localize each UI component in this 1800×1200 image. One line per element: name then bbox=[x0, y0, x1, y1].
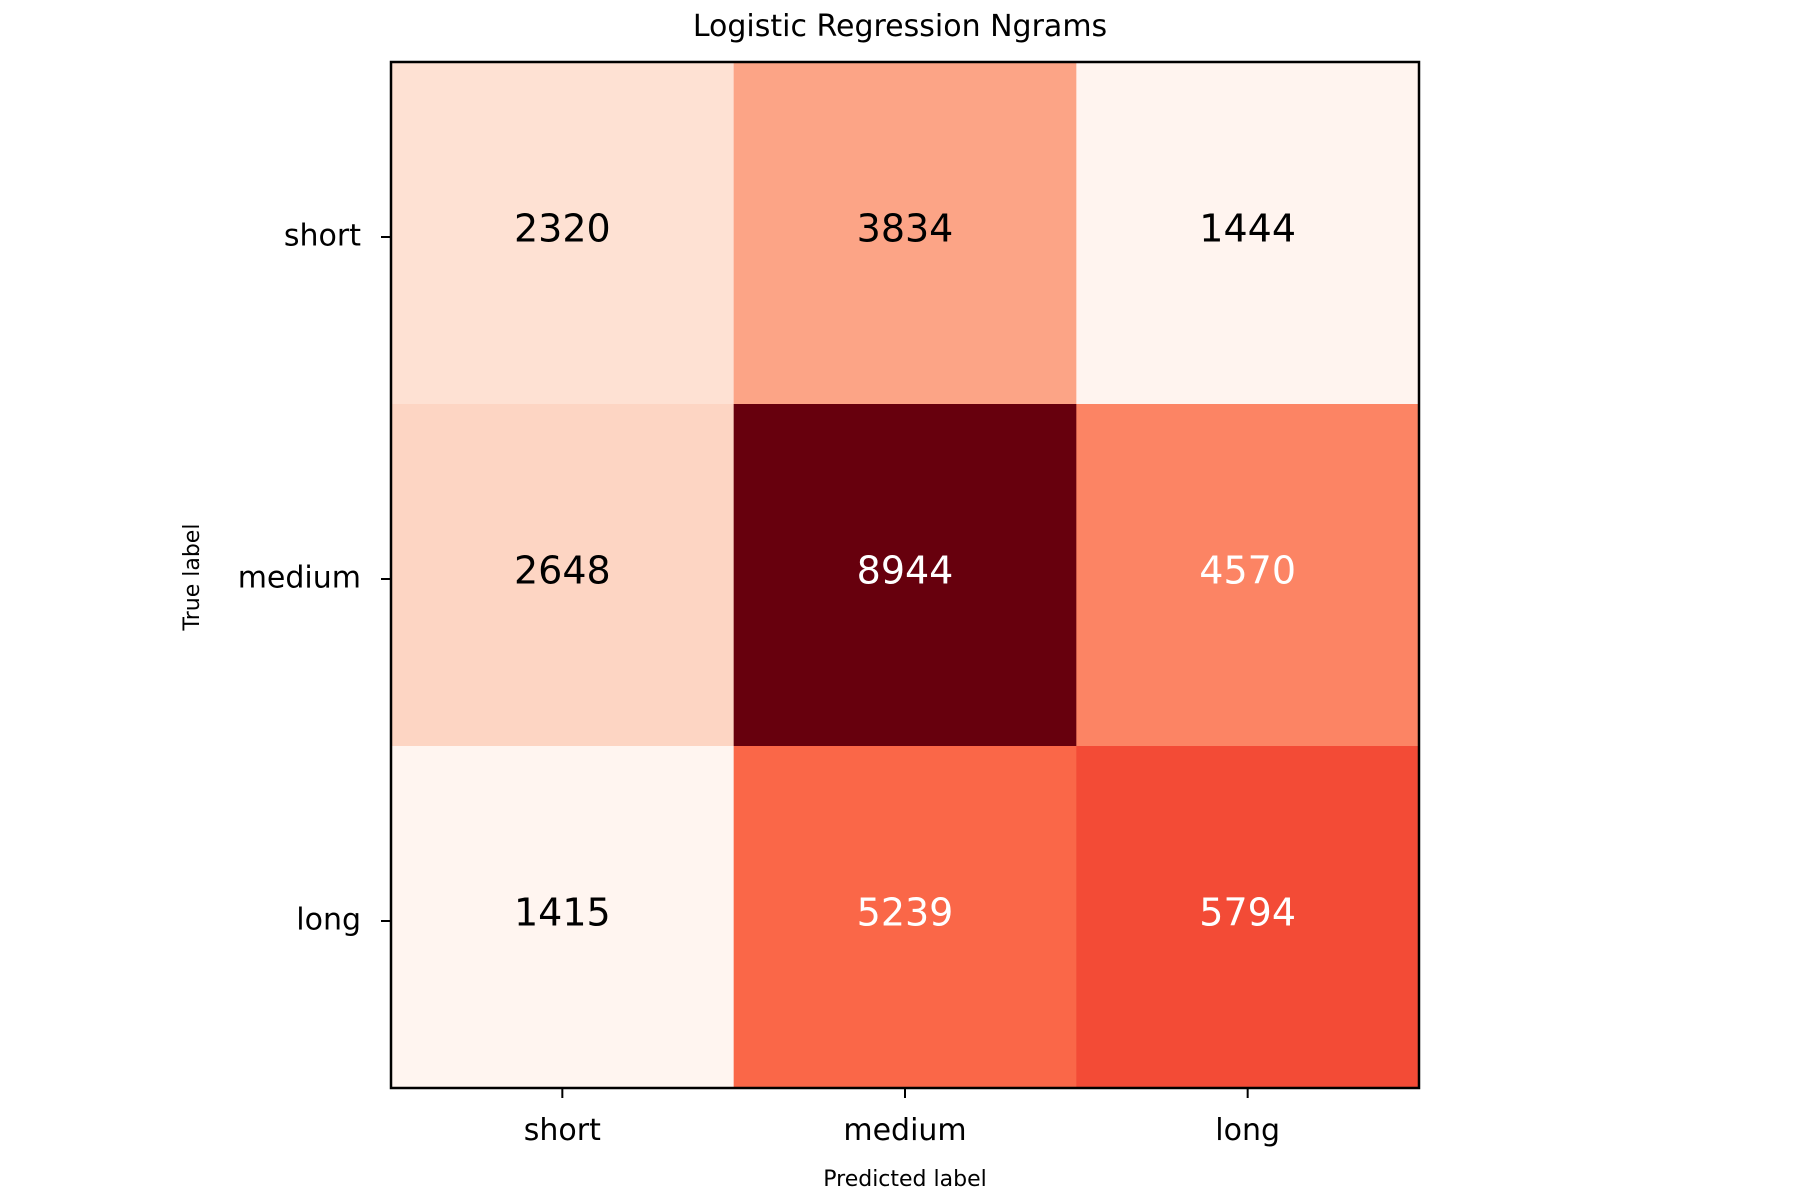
cell-value-label-medium-medium: 8944 bbox=[857, 549, 954, 593]
heatmap-cell-medium-short bbox=[391, 404, 735, 747]
y-axis-label: True label bbox=[180, 524, 205, 632]
cell-value-label-long-short: 1415 bbox=[514, 891, 611, 935]
y-axis-ticks: short medium long bbox=[238, 219, 391, 938]
heatmap-cells bbox=[391, 62, 1420, 1089]
x-axis-label: Predicted label bbox=[823, 1167, 986, 1192]
cell-value-label-medium-long: 4570 bbox=[1199, 549, 1296, 593]
heatmap-cell-short-medium bbox=[733, 62, 1077, 405]
x-axis-ticks: short medium long bbox=[524, 1088, 1280, 1148]
heatmap-cell-medium-long bbox=[1076, 404, 1420, 747]
heatmap-cell-long-short bbox=[391, 746, 735, 1089]
cell-value-label-medium-short: 2648 bbox=[514, 549, 611, 593]
y-tick-label-long: long bbox=[296, 903, 361, 938]
cell-value-label-short-medium: 3834 bbox=[857, 207, 954, 251]
x-tick-label-short: short bbox=[524, 1113, 601, 1148]
x-tick-label-long: long bbox=[1215, 1113, 1280, 1148]
y-tick-label-short: short bbox=[284, 219, 361, 254]
cell-value-label-short-short: 2320 bbox=[514, 207, 611, 251]
y-tick-label-medium: medium bbox=[238, 561, 361, 596]
cell-value-label-long-medium: 5239 bbox=[857, 891, 954, 935]
heatmap-cell-long-long bbox=[1076, 746, 1420, 1089]
cell-value-labels: 2320 3834 1444 2648 8944 4570 1415 5239 5794 bbox=[514, 207, 1296, 935]
heatmap-cell-medium-medium bbox=[733, 404, 1077, 747]
heatmap-cell-short-short bbox=[391, 62, 735, 405]
heatmap-cell-long-medium bbox=[733, 746, 1077, 1089]
cell-value-label-long-long: 5794 bbox=[1199, 891, 1296, 935]
x-tick-label-medium: medium bbox=[843, 1113, 966, 1148]
heatmap-cell-short-long bbox=[1076, 62, 1420, 405]
cell-value-label-short-long: 1444 bbox=[1199, 207, 1296, 251]
chart-title: Logistic Regression Ngrams bbox=[693, 9, 1107, 44]
